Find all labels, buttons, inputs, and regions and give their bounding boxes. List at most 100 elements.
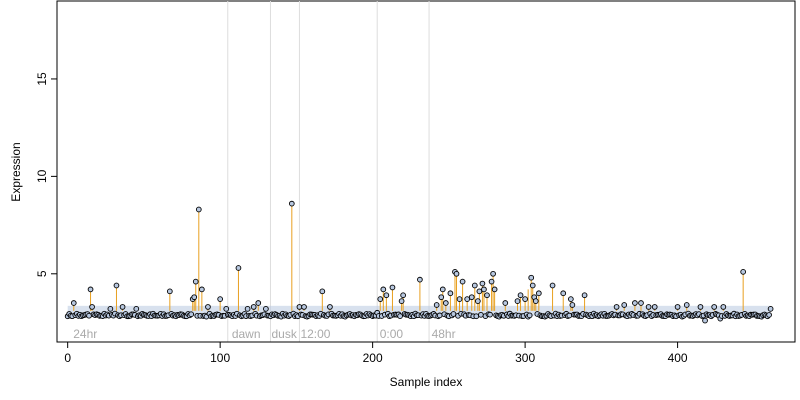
x-tick-label: 300: [515, 351, 535, 365]
x-axis: 0 100 200 300 400: [64, 341, 688, 365]
stem-lines: [73, 203, 772, 311]
data-point: [581, 292, 588, 299]
baseline-band: [67, 305, 771, 316]
data-point: [621, 302, 628, 308]
data-point: [487, 311, 493, 318]
data-point: [195, 206, 202, 213]
data-point: [380, 286, 387, 293]
data-point: [491, 286, 498, 293]
data-point: [389, 284, 396, 291]
data-point: [702, 317, 708, 324]
data-point: [526, 312, 533, 319]
y-axis: 5 10 15: [35, 72, 58, 277]
data-point: [478, 311, 484, 318]
data-point: [459, 278, 466, 285]
data-point: [613, 304, 620, 310]
annotation-label: 48hr: [432, 327, 456, 341]
data-point: [481, 286, 487, 293]
data-point: [377, 296, 384, 302]
data-point: [502, 300, 509, 306]
data-point: [199, 286, 205, 293]
data-point: [638, 300, 644, 306]
data-point: [439, 286, 446, 293]
data-point: [697, 304, 704, 310]
data-point: [89, 304, 95, 310]
x-axis-title: Sample index: [390, 375, 463, 389]
data-point: [549, 282, 556, 289]
x-tick-label: 0: [64, 351, 71, 365]
data-point: [473, 313, 480, 320]
annotation-label: 24hr: [73, 327, 97, 341]
data-point: [740, 269, 747, 275]
data-point: [263, 306, 269, 312]
data-point: [442, 300, 449, 306]
data-point: [87, 286, 94, 293]
divider-lines: [227, 1, 430, 342]
data-point: [476, 288, 483, 295]
data-point: [433, 302, 440, 308]
data-point: [471, 282, 478, 289]
data-point: [767, 306, 774, 312]
data-point: [568, 296, 574, 302]
data-point: [456, 296, 463, 302]
data-point: [566, 312, 573, 319]
data-point: [319, 288, 326, 295]
data-point: [490, 270, 496, 277]
data-point: [400, 292, 406, 299]
data-point: [107, 306, 114, 312]
baseline-band-rect: [67, 305, 771, 316]
data-point: [417, 276, 423, 283]
data-point: [223, 306, 230, 312]
data-point: [288, 200, 295, 207]
data-point: [517, 292, 524, 299]
x-tick-label: 200: [363, 351, 383, 365]
data-point: [447, 290, 454, 297]
data-point: [651, 304, 658, 310]
data-point: [569, 302, 576, 308]
data-point: [535, 290, 542, 297]
data-point: [683, 302, 690, 308]
data-point: [484, 292, 490, 299]
data-point: [70, 300, 77, 306]
data-point: [766, 312, 772, 318]
annotation-labels: 24hr dawn dusk 12:00 0:00 48hr: [73, 327, 455, 341]
data-point: [235, 265, 242, 271]
data-point: [191, 294, 198, 301]
data-point: [453, 270, 460, 277]
data-point: [244, 306, 251, 312]
data-point: [532, 298, 539, 304]
data-point: [113, 282, 120, 289]
data-point: [192, 278, 199, 285]
data-point: [255, 300, 262, 306]
data-point: [217, 296, 224, 302]
annotation-label: 0:00: [380, 327, 404, 341]
data-point: [296, 304, 303, 310]
y-tick-label: 5: [35, 270, 49, 277]
data-point: [488, 278, 495, 285]
data-point: [479, 280, 486, 287]
data-points: [64, 200, 774, 324]
y-tick-label: 15: [35, 72, 49, 86]
data-point: [632, 300, 638, 306]
data-point: [474, 298, 481, 304]
data-point: [327, 304, 333, 310]
data-point: [711, 304, 718, 310]
data-point: [205, 304, 211, 310]
data-point: [119, 304, 126, 310]
data-point: [720, 304, 727, 310]
data-point: [522, 296, 528, 302]
data-point: [133, 306, 140, 312]
data-point: [86, 312, 92, 319]
data-point: [450, 311, 457, 317]
x-tick-label: 400: [668, 351, 688, 365]
data-point: [250, 304, 257, 310]
data-point: [529, 282, 536, 289]
y-tick-label: 10: [35, 169, 49, 183]
data-point: [398, 298, 405, 304]
annotation-label: 12:00: [300, 327, 330, 341]
data-point: [468, 294, 475, 301]
data-point: [528, 274, 535, 281]
data-point: [188, 311, 195, 318]
data-point: [514, 298, 521, 304]
